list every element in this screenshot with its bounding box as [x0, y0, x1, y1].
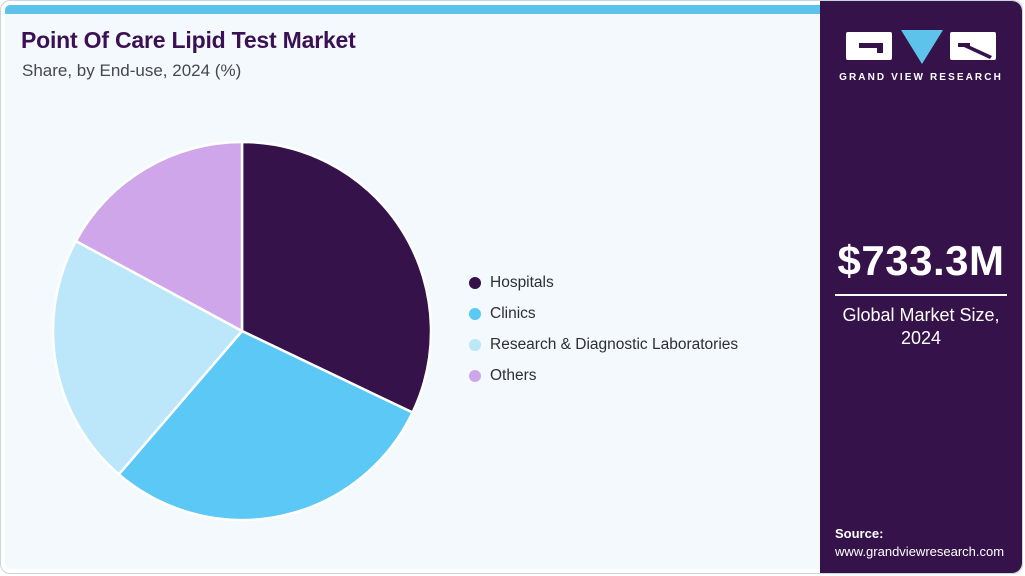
market-size-label: Global Market Size, 2024	[842, 305, 1000, 348]
market-size-divider	[835, 294, 1007, 296]
page-subtitle: Share, by End-use, 2024 (%)	[22, 61, 242, 80]
legend-label: Hospitals	[490, 273, 554, 291]
legend-label: Clinics	[490, 304, 536, 322]
gvr-logo: GRAND VIEW RESEARCH	[820, 27, 1022, 83]
source-url: www.grandviewresearch.com	[835, 544, 1005, 559]
top-accent-bar	[5, 5, 823, 14]
chart-panel: Point Of Care Lipid Test Market Share, b…	[5, 5, 823, 569]
pie-slice-research-diagnostic-laboratories	[51, 239, 244, 476]
legend-swatch-hospitals	[469, 276, 481, 289]
logo-v-triangle	[901, 30, 943, 64]
logo-r-glyph-leg	[964, 44, 992, 59]
legend-item-hospitals: Hospitals	[469, 273, 738, 292]
legend-item-clinics: Clinics	[469, 304, 738, 323]
pie-chart-svg	[51, 140, 433, 522]
legend-swatch-research-diagnostic-laboratories	[469, 338, 481, 351]
market-size-value: $733.3M	[837, 237, 1005, 284]
pie-slice-others	[74, 140, 244, 333]
pie-slice-clinics	[117, 329, 414, 522]
market-size-block: $733.3M Global Market Size, 2024	[820, 237, 1022, 349]
legend-swatch-clinics	[469, 307, 481, 320]
source-block: Source: www.grandviewresearch.com	[835, 526, 1004, 559]
pie-chart	[50, 139, 434, 523]
legend-item-research-diagnostic-laboratories: Research & Diagnostic Laboratories	[469, 335, 738, 354]
page-title: Point Of Care Lipid Test Market	[21, 27, 356, 53]
logo-g-glyph	[859, 43, 883, 53]
legend-swatch-others	[469, 369, 481, 382]
pie-slice-hospitals	[240, 140, 433, 414]
legend-label: Research & Diagnostic Laboratories	[490, 335, 739, 353]
legend-label: Others	[490, 366, 537, 384]
gvr-logo-text: GRAND VIEW RESEARCH	[839, 72, 1003, 83]
brand-sidebar: GRAND VIEW RESEARCH $733.3M Global Marke…	[820, 1, 1022, 573]
legend: Hospitals Clinics Research & Diagnostic …	[469, 273, 738, 385]
source-label: Source:	[835, 526, 884, 541]
gvr-logo-mark	[846, 30, 996, 64]
legend-item-others: Others	[469, 366, 738, 385]
